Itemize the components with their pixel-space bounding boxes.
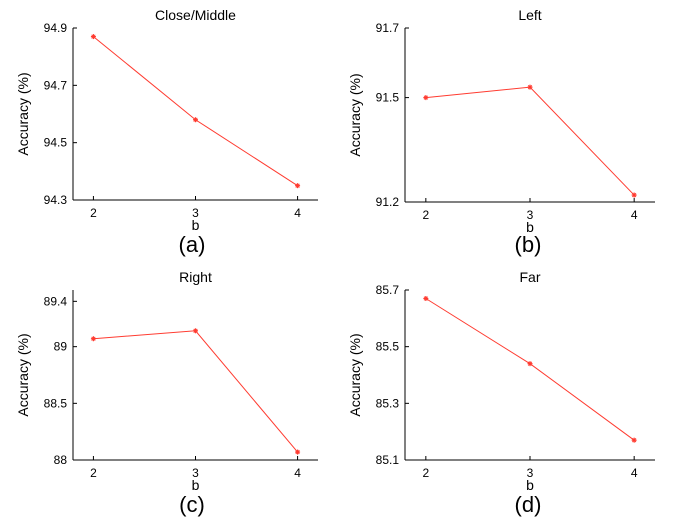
- x-axis-label: b: [526, 477, 534, 493]
- chart-panel-2: Left 91.2 91.5 91.7 2 3 4 b Accuracy (%) (b): [347, 7, 655, 257]
- y-tick-label: 88.5: [44, 396, 68, 410]
- data-point-mark: [193, 328, 198, 333]
- y-axis-label: Accuracy (%): [15, 72, 31, 155]
- series-line: [93, 36, 298, 187]
- data-point-mark: [91, 34, 96, 39]
- data-point: [193, 117, 198, 123]
- y-tick-label: 91.2: [376, 195, 400, 209]
- x-tick-label: 2: [422, 208, 429, 222]
- data-point-mark: [423, 296, 428, 301]
- data-point-mark: [423, 95, 428, 100]
- series-line: [93, 330, 298, 453]
- y-tick-label: 94.3: [44, 193, 68, 207]
- chart-panel-4: Far 85.1 85.3 85.5 85.7 2 3 4 b Accuracy (%) (d): [347, 269, 655, 517]
- x-tick-label: 2: [422, 466, 429, 480]
- panel-caption: (d): [515, 492, 542, 517]
- y-tick-label: 91.5: [376, 91, 400, 105]
- y-tick-label: 91.7: [376, 21, 400, 35]
- series-line: [425, 298, 635, 441]
- chart-title: Far: [520, 269, 541, 285]
- y-tick-label: 94.9: [44, 21, 68, 35]
- x-tick-label: 2: [90, 206, 97, 220]
- data-point: [423, 296, 429, 301]
- data-point-mark: [193, 117, 198, 122]
- chart-panel-3: Right 88 88.5 89 89.4 2 3 4 b Accuracy (%) (c): [15, 269, 318, 517]
- y-axis-label: Accuracy (%): [347, 73, 363, 156]
- x-tick-label: 3: [527, 466, 534, 480]
- y-tick-label: 85.5: [376, 340, 400, 354]
- data-point: [631, 192, 637, 198]
- data-point: [90, 336, 96, 342]
- y-axis-label: Accuracy (%): [15, 333, 31, 416]
- data-point: [527, 361, 533, 367]
- series-line: [425, 86, 635, 196]
- data-point-mark: [632, 438, 637, 443]
- x-axis-label: b: [526, 219, 534, 235]
- data-point: [295, 183, 301, 189]
- data-point: [423, 95, 429, 101]
- chart-title: Left: [518, 7, 541, 23]
- panel-caption: (b): [515, 232, 542, 257]
- x-tick-label: 4: [631, 208, 638, 222]
- x-axis-label: b: [192, 477, 200, 493]
- x-tick-label: 3: [192, 206, 199, 220]
- y-tick-label: 85.1: [376, 453, 400, 467]
- chart-title: Close/Middle: [155, 7, 236, 23]
- data-point-mark: [295, 449, 300, 455]
- data-point: [527, 84, 533, 90]
- y-tick-label: 85.3: [376, 396, 400, 410]
- x-tick-label: 2: [90, 466, 97, 480]
- y-axis-label: Accuracy (%): [347, 333, 363, 416]
- y-tick-label: 89.4: [44, 294, 68, 308]
- data-point-mark: [527, 85, 533, 90]
- data-point-mark: [295, 183, 300, 188]
- x-axis-label: b: [192, 217, 200, 233]
- x-tick-label: 3: [527, 208, 534, 222]
- data-point: [295, 449, 301, 455]
- x-tick-label: 4: [631, 466, 638, 480]
- y-tick-label: 94.7: [44, 78, 68, 92]
- chart-panel-1: Close/Middle 94.3 94.5 94.7 94.9 2 3 4 b Accuracy…: [15, 7, 318, 257]
- data-point-mark: [91, 336, 96, 341]
- y-tick-label: 85.7: [376, 283, 400, 297]
- panel-caption: (c): [179, 492, 205, 517]
- chart-title: Right: [179, 269, 212, 285]
- y-tick-label: 94.5: [44, 136, 68, 150]
- x-tick-label: 4: [294, 466, 301, 480]
- x-tick-label: 3: [192, 466, 199, 480]
- y-tick-label: 88: [54, 453, 68, 467]
- data-point-mark: [527, 361, 533, 366]
- y-tick-label: 89: [54, 340, 68, 354]
- data-point: [631, 437, 637, 443]
- panel-caption: (a): [179, 232, 206, 257]
- data-point: [193, 328, 198, 334]
- x-tick-label: 4: [294, 206, 301, 220]
- data-point: [90, 34, 96, 40]
- data-point-mark: [632, 192, 637, 198]
